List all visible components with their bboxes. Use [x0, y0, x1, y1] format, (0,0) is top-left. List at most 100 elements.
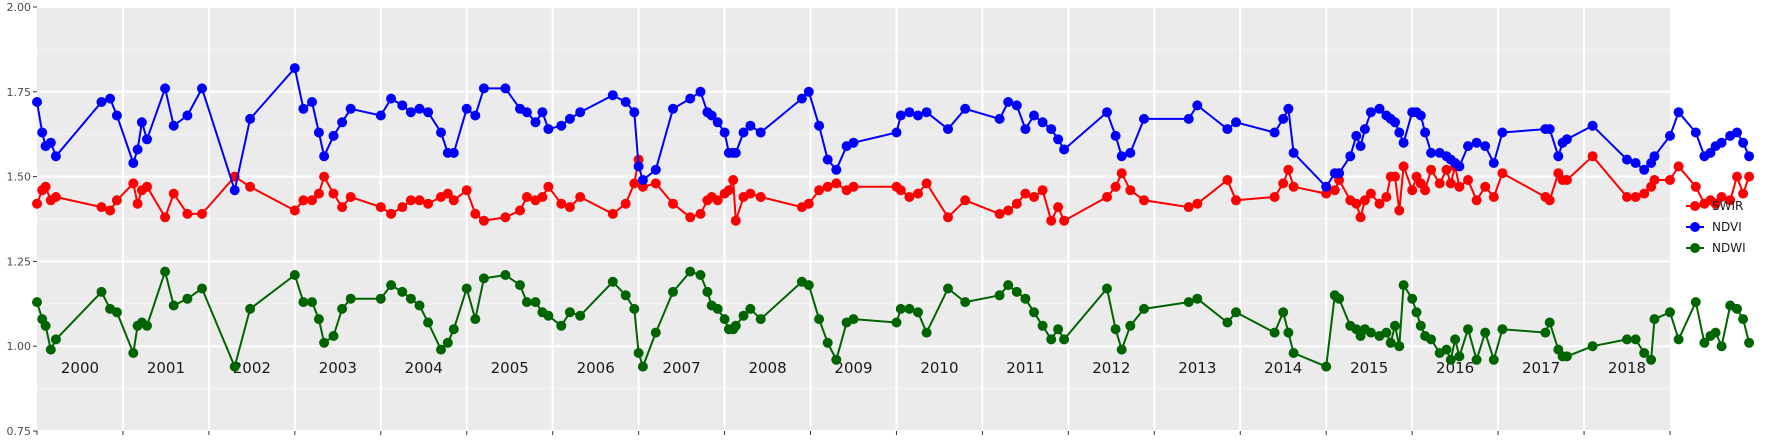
data-point [1355, 212, 1366, 223]
data-point [633, 348, 644, 358]
data-point [328, 331, 339, 341]
data-point [478, 83, 489, 94]
data-point [685, 212, 696, 223]
data-point [1365, 188, 1376, 199]
data-point [702, 286, 713, 297]
data-point [1646, 354, 1657, 365]
data-point [375, 202, 386, 213]
data-point [298, 297, 309, 308]
data-point [345, 192, 356, 202]
year-label: 2015 [1350, 359, 1388, 377]
legend-label: NDVI [1712, 220, 1742, 234]
data-point [1288, 181, 1299, 192]
data-point [1116, 168, 1127, 179]
data-point [537, 107, 548, 118]
data-point [111, 195, 122, 206]
year-label: 2001 [147, 359, 185, 377]
data-point [461, 103, 472, 114]
data-point [1426, 334, 1437, 345]
data-point [575, 192, 586, 202]
legend-marker [1690, 243, 1700, 253]
data-point [1673, 161, 1684, 172]
data-point [1231, 307, 1241, 318]
data-point [1716, 137, 1727, 148]
data-point [1359, 195, 1370, 206]
data-point [307, 297, 317, 308]
data-point [1434, 178, 1445, 189]
data-point [414, 300, 425, 311]
data-point [1110, 130, 1121, 141]
data-point [814, 185, 825, 196]
data-point [461, 283, 472, 294]
data-point [904, 303, 915, 314]
data-point [1102, 107, 1112, 118]
data-point [543, 124, 554, 135]
data-point [1053, 202, 1064, 213]
data-point [142, 181, 152, 192]
data-point [1411, 307, 1422, 318]
data-point [128, 348, 139, 358]
data-point [1283, 103, 1294, 114]
data-point [1420, 127, 1431, 138]
data-point [1003, 280, 1014, 291]
data-point [1738, 188, 1749, 199]
data-point [405, 107, 416, 118]
data-point [245, 303, 256, 314]
data-point [182, 208, 193, 219]
data-point [629, 178, 640, 189]
data-point [1445, 178, 1456, 189]
data-point [620, 290, 631, 301]
data-point [478, 273, 489, 284]
data-point [1415, 110, 1426, 121]
data-point [1125, 320, 1136, 331]
data-point [1365, 107, 1376, 118]
data-point [1744, 171, 1755, 182]
data-point [1351, 198, 1362, 209]
data-point [1665, 130, 1675, 141]
data-point [32, 198, 42, 209]
data-point [1321, 361, 1332, 372]
data-point [1441, 164, 1452, 175]
data-point [461, 185, 472, 196]
data-point [1471, 354, 1482, 365]
y-tick-label: 1.00 [7, 340, 32, 353]
data-point [1345, 151, 1356, 162]
data-point [436, 127, 446, 138]
legend-marker [1690, 222, 1700, 232]
data-point [1690, 127, 1701, 138]
data-point [668, 198, 678, 209]
data-point [1587, 341, 1598, 352]
data-point [755, 192, 766, 202]
data-point [1139, 195, 1149, 206]
data-point [436, 344, 446, 355]
data-point [1561, 134, 1572, 145]
data-point [1037, 117, 1048, 128]
y-tick-label: 2.00 [7, 1, 32, 14]
data-point [1463, 141, 1473, 152]
data-point [1716, 341, 1727, 352]
data-point [1278, 178, 1289, 189]
data-point [1732, 127, 1742, 138]
data-point [298, 103, 309, 114]
data-point [1053, 324, 1064, 335]
data-point [848, 137, 859, 148]
data-point [160, 212, 171, 223]
data-point [706, 110, 717, 121]
data-point [1649, 151, 1660, 162]
data-point [637, 361, 648, 372]
data-point [530, 297, 541, 308]
data-point [1125, 147, 1136, 158]
data-point [1480, 327, 1491, 338]
data-point [37, 127, 48, 138]
data-point [32, 97, 42, 107]
data-point [1222, 124, 1233, 135]
data-point [1334, 293, 1345, 304]
data-point [1381, 327, 1392, 338]
y-tick-label: 1.25 [7, 255, 32, 268]
data-point [1622, 154, 1632, 165]
data-point [1102, 192, 1112, 202]
data-point [405, 195, 416, 206]
data-point [345, 293, 356, 304]
data-point [50, 151, 61, 162]
data-point [1673, 107, 1684, 118]
